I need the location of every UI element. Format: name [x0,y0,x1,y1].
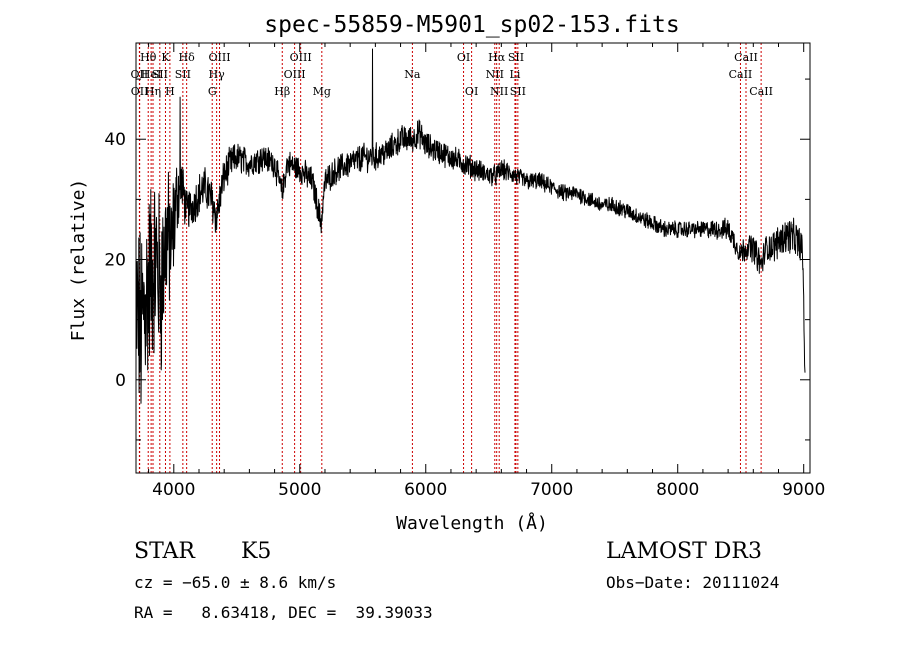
x-tick-label: 5000 [278,480,321,500]
line-marker-label: Hγ [209,68,226,81]
line-marker-label: SII [152,68,168,81]
line-marker-label: Hη [145,85,161,98]
object-subclass: K5 [241,539,272,564]
line-marker-label: Hδ [179,51,196,64]
line-marker-label: OIII [284,68,306,81]
line-marker-label: HeI [141,68,161,81]
line-marker-label: NII [486,68,504,81]
line-marker-label: Hβ [274,85,290,98]
y-tick-label: 20 [104,251,126,271]
line-marker-label: CaII [749,85,773,98]
line-marker-label: H [165,85,175,98]
redshift-velocity: cz = −65.0 ± 8.6 km/s [134,573,337,592]
line-marker-label: SII [510,85,526,98]
line-marker-label: OIII [290,51,312,64]
line-marker-label: Na [404,68,421,81]
line-marker-label: G [208,85,217,98]
line-marker-label: OII [131,68,149,81]
line-marker-label: K [161,51,170,64]
plot-frame [135,42,811,474]
line-marker-label: OIII [208,51,230,64]
line-marker-label: SII [175,68,191,81]
y-axis: 0 20 40 [104,78,810,441]
x-tick-label: 9000 [782,480,825,500]
coordinates: RA = 8.63418, DEC = 39.39033 [134,603,433,622]
y-tick-label: 0 [115,371,126,391]
line-marker-label: CaII [734,51,758,64]
line-marker-label: OI [457,51,470,64]
chart-title: spec-55859-M5901_sp02-153.fits [264,12,679,38]
line-marker-label: Li [510,68,521,81]
x-axis: 4000 5000 6000 7000 8000 9000 [148,43,825,500]
x-tick-label: 4000 [152,480,195,500]
x-tick-label: 8000 [656,480,699,500]
x-tick-label: 6000 [404,480,447,500]
y-tick-label: 40 [104,130,126,150]
line-marker-label: Hα [488,51,506,64]
spectrum-line [135,48,806,404]
object-class: STAR [134,539,195,564]
line-marker-label: Mg [313,85,331,98]
observation-date: Obs−Date: 20111024 [606,573,780,592]
line-marker-label: SII [508,51,524,64]
line-marker-label: OI [465,85,478,98]
line-marker-lines [138,43,762,473]
spectrum-layer [135,48,806,404]
x-tick-label: 7000 [530,480,573,500]
y-axis-label: Flux (relative) [68,179,89,342]
line-marker-label: CaII [729,68,753,81]
line-marker-label: OII [131,85,149,98]
x-axis-label: Wavelength (Å) [396,512,548,534]
line-marker-label: Hθ [140,51,157,64]
survey-name: LAMOST DR3 [606,539,762,564]
line-marker-label: NII [490,85,508,98]
